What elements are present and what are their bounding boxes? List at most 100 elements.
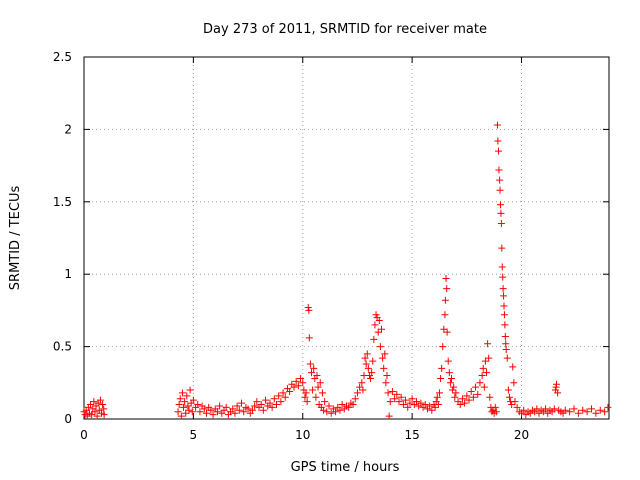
data-point	[174, 408, 182, 416]
data-point	[579, 406, 587, 414]
data-point	[207, 406, 215, 414]
data-point	[467, 387, 475, 395]
data-point	[566, 408, 574, 416]
data-point	[437, 374, 445, 382]
y-tick-label: 2.5	[53, 50, 72, 64]
data-point	[435, 389, 443, 397]
data-point	[229, 405, 237, 413]
data-point	[456, 401, 464, 409]
chart-title: Day 273 of 2011, SRMTID for receiver mat…	[203, 22, 487, 37]
x-tick-label: 15	[404, 428, 419, 442]
y-tick-label: 1	[64, 267, 72, 281]
data-point	[498, 244, 506, 252]
data-point	[323, 408, 331, 416]
data-point	[194, 401, 202, 409]
data-point	[500, 302, 508, 310]
data-point	[203, 409, 210, 417]
data-point	[303, 398, 311, 406]
data-point	[504, 386, 512, 394]
data-point	[380, 364, 388, 372]
data-point	[379, 354, 387, 362]
data-point	[496, 186, 504, 194]
data-point	[391, 395, 399, 403]
x-tick-label: 0	[80, 428, 88, 442]
data-point	[270, 395, 278, 403]
axis-ticks	[83, 56, 609, 420]
data-point	[302, 389, 310, 397]
data-point	[183, 392, 191, 400]
data-point	[510, 379, 518, 387]
data-point	[316, 379, 324, 387]
data-point	[426, 402, 434, 410]
data-point	[499, 285, 507, 293]
data-point	[497, 209, 505, 217]
data-point	[305, 306, 313, 314]
data-point	[279, 389, 287, 397]
data-point	[378, 325, 385, 333]
data-point	[338, 401, 346, 409]
data-point	[297, 374, 305, 382]
data-point	[395, 398, 403, 406]
data-point	[96, 396, 104, 404]
data-point	[417, 399, 425, 407]
data-point	[306, 360, 314, 368]
data-point	[374, 328, 382, 336]
data-point	[370, 335, 378, 343]
data-point	[312, 393, 320, 401]
data-point	[308, 369, 315, 377]
data-point	[304, 304, 312, 312]
data-point	[428, 406, 436, 414]
data-point	[216, 402, 224, 410]
data-point	[382, 379, 390, 387]
data-point	[213, 408, 221, 416]
data-point	[542, 405, 550, 413]
data-point	[184, 402, 192, 410]
data-point	[461, 399, 469, 407]
data-point	[388, 387, 396, 395]
data-point	[406, 399, 414, 407]
data-point	[385, 412, 393, 420]
data-point	[369, 357, 377, 365]
data-point	[440, 325, 448, 333]
data-point	[491, 403, 499, 411]
data-point	[469, 393, 477, 401]
data-point	[444, 357, 452, 365]
data-point	[604, 403, 612, 411]
data-point	[266, 399, 274, 407]
gridlines	[84, 57, 609, 419]
data-point	[499, 273, 507, 281]
data-point	[550, 405, 558, 413]
data-point	[509, 363, 517, 371]
data-point	[100, 411, 108, 419]
data-point	[500, 311, 508, 319]
data-point	[384, 389, 392, 397]
data-point	[251, 402, 259, 410]
data-point	[356, 383, 364, 391]
data-point	[273, 401, 280, 409]
data-point	[177, 412, 185, 420]
x-tick-label: 20	[514, 428, 529, 442]
data-point	[189, 396, 197, 404]
data-point	[474, 390, 482, 398]
data-point	[413, 398, 420, 406]
data-point	[500, 292, 508, 300]
data-point	[176, 395, 184, 403]
data-point	[485, 354, 493, 362]
data-point	[231, 409, 239, 417]
data-point	[362, 360, 370, 368]
data-point	[497, 220, 505, 228]
data-point	[178, 389, 186, 397]
data-point	[493, 121, 501, 129]
data-point	[196, 408, 204, 416]
data-point	[446, 379, 454, 387]
data-point	[497, 201, 504, 209]
data-point	[472, 383, 480, 391]
data-point	[363, 350, 371, 358]
data-point	[240, 408, 248, 416]
data-point	[345, 403, 353, 411]
data-point	[393, 390, 401, 398]
data-point	[309, 386, 317, 394]
data-point	[495, 166, 503, 174]
data-point	[484, 340, 492, 348]
data-point	[286, 387, 294, 395]
